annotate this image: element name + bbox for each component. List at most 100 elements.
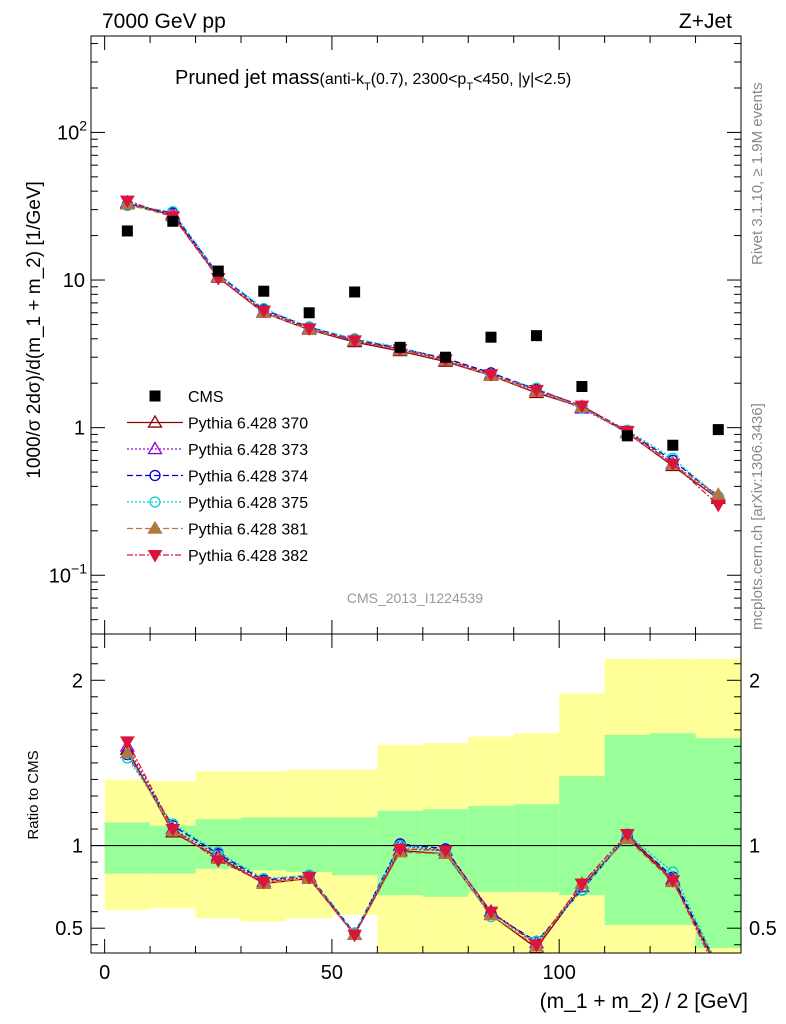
legend-label-0: Pythia 6.428 370: [188, 416, 308, 433]
ratio-series-3-point: [713, 961, 723, 971]
main-frame: [90, 35, 742, 635]
legend-marker-4: [147, 520, 163, 534]
uncertainty-band-inner: [241, 817, 287, 871]
data-point: [258, 285, 270, 297]
ratio-series-line-2: [126, 754, 712, 953]
x-tick-label: 0: [99, 962, 110, 984]
series-5-point: [710, 499, 726, 513]
legend-label-data: CMS: [188, 389, 224, 406]
y-tick-label: 10−1: [49, 560, 87, 587]
ratio-y-label: Ratio to CMS: [25, 750, 42, 839]
legend-marker-0: [147, 414, 163, 428]
uncertainty-band-inner: [650, 733, 696, 925]
ratio-series-5-point: [483, 906, 499, 920]
series-line-5: [127, 200, 719, 506]
title-cuts-b: (0.7), 2300<p: [371, 71, 467, 88]
data-point: [349, 286, 361, 298]
data-point: [530, 330, 542, 342]
series-5-point: [574, 400, 590, 414]
ratio-y-tick-label: 2: [72, 670, 83, 692]
ratio-series-5-point: [256, 876, 272, 890]
mcplots-label: mcplots.cern.ch [arXiv:1306.3436]: [749, 403, 766, 630]
uncertainty-band-inner: [331, 817, 378, 876]
series-5-point: [483, 369, 499, 382]
title-cuts-b-sub: T: [466, 81, 473, 93]
ratio-series-5-point: [712, 970, 725, 981]
ratio-series-1-point: [712, 961, 725, 972]
ratio-y-tick-label: 1: [72, 836, 83, 858]
legend-label-2: Pythia 6.428 374: [188, 469, 308, 486]
ratio-series-4-point: [712, 960, 725, 971]
series-4-point: [710, 487, 726, 501]
y-tick-label: 102: [57, 117, 87, 144]
ratio-series-4-point: [119, 745, 136, 759]
series-5-point: [665, 458, 681, 472]
data-point: [576, 380, 588, 392]
data-point: [394, 341, 406, 353]
legend-marker-3: [149, 496, 161, 508]
data-point: [712, 424, 724, 436]
ratio-series-5-point: [392, 843, 408, 857]
ratio-series-line-4: [126, 752, 712, 953]
ratio-series-line-3: [126, 757, 713, 953]
x-tick-label: 50: [321, 962, 343, 984]
legend: CMS Pythia 6.428 370 Pythia 6.428 373 Pythi…: [127, 389, 308, 565]
ratio-series-5-point: [529, 939, 544, 953]
title-cuts-c: <450, |y|<2.5): [473, 71, 571, 88]
x-axis-label: (m_1 + m_2) / 2 [GeV]: [540, 990, 748, 1013]
ratio-series-0-point: [712, 963, 725, 974]
ratio-y-tick-label-right: 2: [749, 670, 760, 692]
header-left: 7000 GeV pp: [102, 10, 226, 33]
legend-label-4: Pythia 6.428 381: [188, 522, 308, 539]
ratio-series-5-point: [347, 929, 363, 943]
uncertainty-band-inner: [104, 822, 151, 874]
data-point: [303, 307, 315, 319]
ratio-y-tick-label: 0.5: [55, 918, 83, 940]
series-line-4: [127, 203, 719, 496]
legend-marker-data: [149, 390, 161, 402]
data-point: [167, 215, 179, 227]
data-point: [212, 265, 224, 277]
data-point: [485, 331, 497, 343]
uncertainty-band-inner: [468, 805, 514, 892]
legend-marker-2: [149, 469, 161, 482]
title-cuts-a-sub: T: [364, 81, 371, 93]
series-5-point: [119, 195, 135, 209]
legend-label-3: Pythia 6.428 375: [188, 495, 308, 512]
ratio-y-tick-label-right: 1: [749, 836, 760, 858]
uncertainty-band-inner: [286, 817, 332, 873]
legend-label-1: Pythia 6.428 373: [188, 442, 308, 459]
data-point: [667, 439, 679, 451]
main-plot-area: [119, 194, 726, 513]
uncertainty-band-inner: [513, 804, 560, 892]
plot-title: Pruned jet mass(anti-kT(0.7), 2300<pT<45…: [175, 67, 571, 93]
ratio-series-5-point: [119, 736, 135, 749]
data-point: [440, 351, 452, 363]
title-main: Pruned jet mass: [175, 67, 320, 89]
main-panel: 10−1 1 10 102: [49, 35, 742, 635]
ratio-panel: 0.5 0.5 1 1 2 2 0 50 100: [55, 633, 777, 984]
legend-label-5: Pythia 6.428 382: [188, 548, 308, 565]
y-tick-label: 1: [74, 418, 85, 440]
header-right: Z+Jet: [679, 10, 732, 33]
ratio-series-5-point: [574, 878, 590, 892]
series-5-point: [529, 384, 544, 398]
title-cuts-a: (anti-k: [320, 71, 365, 88]
ratio-series-5-point: [165, 823, 181, 837]
ratio-series-5-point: [438, 845, 453, 859]
rivet-label: Rivet 3.1.10, ≥ 1.9M events: [749, 83, 766, 266]
ratio-y-tick-label-right: 0.5: [749, 918, 777, 940]
ratio-series-5-point: [619, 828, 635, 842]
ratio-plot-area: [91, 658, 741, 981]
analysis-watermark: CMS_2013_I1224539: [347, 590, 483, 606]
x-tick-label: 100: [542, 962, 575, 984]
y-tick-label: 10: [63, 270, 85, 292]
ratio-series-5-point: [301, 871, 317, 885]
legend-marker-5: [147, 549, 163, 563]
series-5-point: [256, 305, 272, 319]
series-5-point: [347, 335, 363, 348]
ratio-series-2-point: [713, 963, 723, 973]
uncertainty-band-inner: [559, 776, 605, 896]
data-point: [121, 225, 133, 237]
